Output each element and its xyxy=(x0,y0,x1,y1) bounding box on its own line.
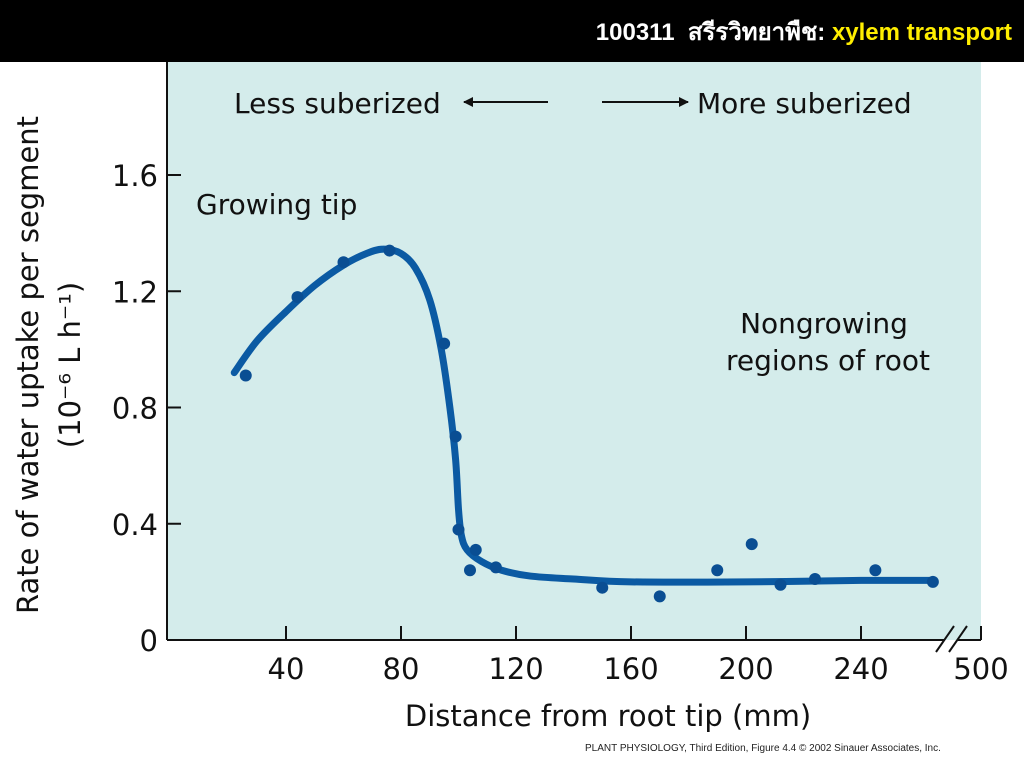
credit-book: PLANT PHYSIOLOGY xyxy=(585,743,685,754)
annotation-more-suberized: More suberized xyxy=(697,87,912,120)
figure-credit: PLANT PHYSIOLOGY, Third Edition, Figure … xyxy=(585,743,941,754)
x-axis-label: Distance from root tip (mm) xyxy=(405,699,811,733)
x-tick-label: 80 xyxy=(383,652,420,686)
data-point-4 xyxy=(383,244,396,257)
y-ticks: 0 0.4 0.8 1.2 1.6 xyxy=(112,159,181,658)
data-point-9 xyxy=(464,564,476,577)
y-tick-label: 0.8 xyxy=(112,392,158,426)
data-point-12 xyxy=(653,590,666,603)
data-point-6 xyxy=(449,430,462,443)
x-tick-label: 120 xyxy=(488,652,543,686)
slide-title: 100311 สรีรวิทยาพืช: xylem transport xyxy=(596,12,1012,51)
data-point-8 xyxy=(469,543,482,556)
data-point-5 xyxy=(438,337,451,350)
x-ticks: 40 80 120 160 200 240 xyxy=(268,626,889,686)
x-tick-label: 160 xyxy=(603,652,658,686)
data-point-14 xyxy=(745,538,758,551)
annotation-growing-tip: Growing tip xyxy=(196,188,357,221)
data-point-15 xyxy=(774,578,787,591)
data-point-2 xyxy=(291,291,304,304)
x-tick-label: 40 xyxy=(268,652,305,686)
data-point-7 xyxy=(452,523,465,536)
annotation-nongrowing-line1: Nongrowing xyxy=(740,307,908,340)
data-point-17 xyxy=(869,564,882,577)
y-axis-label-line2: (10⁻⁶ L h⁻¹) xyxy=(53,282,87,448)
title-bar: 100311 สรีรวิทยาพืช: xylem transport xyxy=(0,0,1024,62)
course-name: สรีรวิทยาพืช: xyxy=(687,19,826,46)
data-point-1 xyxy=(239,369,252,382)
data-point-18 xyxy=(926,575,939,588)
annotation-less-suberized: Less suberized xyxy=(234,87,441,120)
data-point-11 xyxy=(596,581,609,594)
data-point-3 xyxy=(337,256,350,269)
axis-break-icon xyxy=(948,625,968,653)
y-tick-label: 0.4 xyxy=(112,508,158,542)
annotation-nongrowing-line2: regions of root xyxy=(726,344,930,377)
credit-edition: , Third Edition, Figure 4.4 © 2002 Sinau… xyxy=(684,743,941,754)
data-point-13 xyxy=(711,564,724,577)
data-point-16 xyxy=(809,572,821,585)
y-axis-label-line1: Rate of water uptake per segment xyxy=(11,116,45,614)
y-tick-label: 0 xyxy=(140,624,158,658)
x-tick-label: 240 xyxy=(833,652,888,686)
x-tick-label: 200 xyxy=(718,652,773,686)
y-tick-label: 1.2 xyxy=(112,275,158,309)
y-tick-label: 1.6 xyxy=(112,159,158,193)
topic-title: xylem transport xyxy=(831,19,1012,46)
axes xyxy=(166,62,982,653)
data-point-10 xyxy=(489,561,502,574)
data-points-layer xyxy=(239,244,939,603)
course-code: 100311 xyxy=(595,19,675,46)
plot-area xyxy=(167,62,981,640)
axis-break-icon xyxy=(935,625,955,653)
annotations: Less suberized More suberized Growing ti… xyxy=(196,87,930,377)
x-break-tick-label: 500 xyxy=(953,652,1008,686)
